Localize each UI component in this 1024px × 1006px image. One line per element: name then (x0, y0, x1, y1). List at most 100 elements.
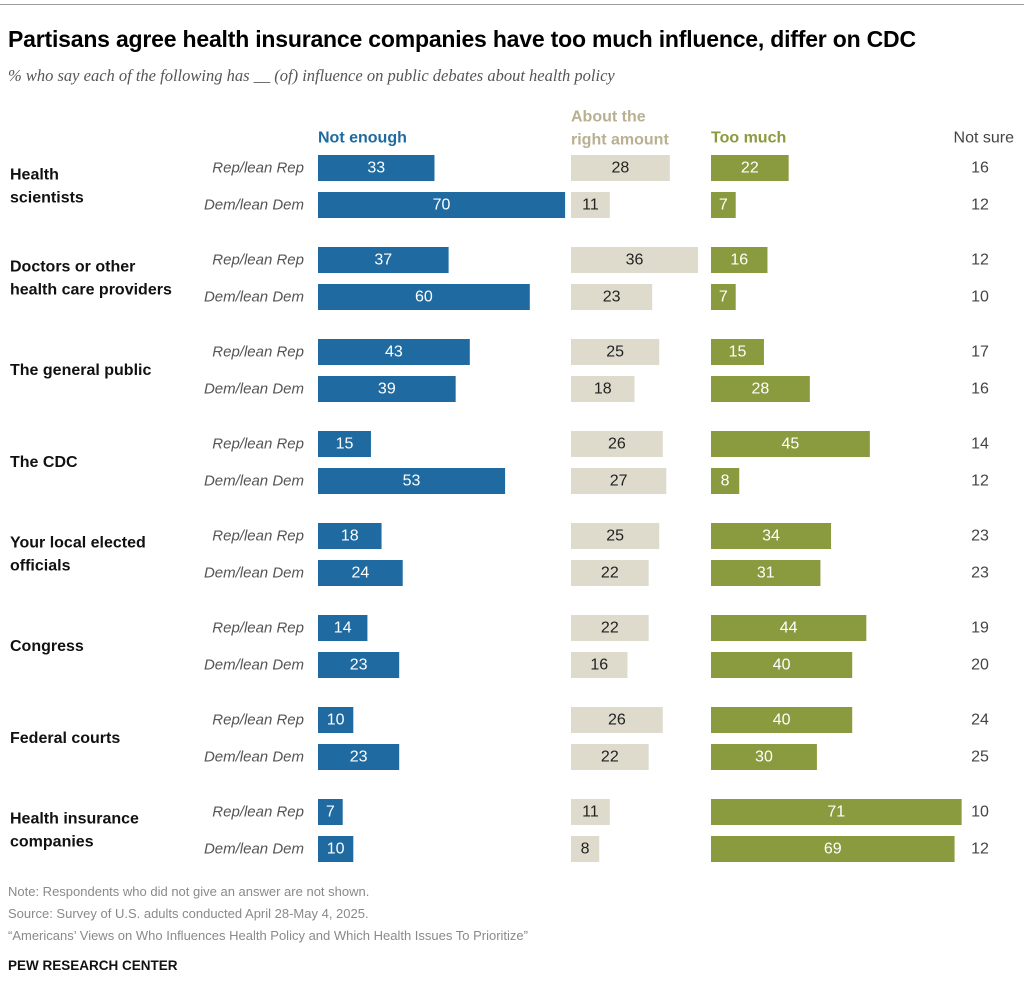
group-label: Dem/lean Dem (204, 381, 304, 398)
category-label: The CDC (10, 454, 78, 471)
not-sure-value: 12 (971, 252, 989, 269)
bar-not-enough (318, 707, 354, 733)
bar-not-enough (318, 615, 368, 641)
not-sure-value: 12 (971, 197, 989, 214)
bar-not-enough (318, 560, 403, 586)
bar-right-amount (571, 468, 667, 494)
not-sure-value: 12 (971, 473, 989, 490)
not-sure-value: 16 (971, 160, 989, 177)
bar-not-enough (318, 836, 354, 862)
group-label: Dem/lean Dem (204, 197, 304, 214)
value-label: 11 (582, 197, 599, 214)
not-sure-value: 23 (971, 565, 989, 582)
value-label: 39 (378, 381, 396, 398)
bar-not-enough (318, 376, 456, 402)
category-label: Congress (10, 638, 84, 655)
bar-too-much (711, 836, 955, 862)
group-label: Dem/lean Dem (204, 657, 304, 674)
bar-too-much (711, 339, 764, 365)
bar-not-enough (318, 799, 343, 825)
value-label: 31 (757, 565, 775, 582)
bar-too-much (711, 192, 736, 218)
value-label: 25 (606, 528, 624, 545)
bar-too-much (711, 155, 789, 181)
value-label: 26 (608, 436, 626, 453)
category-label: companies (10, 834, 94, 851)
bar-too-much (711, 615, 867, 641)
top-rule (0, 4, 1024, 5)
category-label: officials (10, 558, 71, 575)
value-label: 10 (327, 712, 345, 729)
not-sure-value: 10 (971, 289, 989, 306)
value-label: 33 (367, 160, 385, 177)
value-label: 22 (601, 749, 619, 766)
bar-right-amount (571, 744, 649, 770)
not-sure-value: 16 (971, 381, 989, 398)
value-label: 16 (590, 657, 608, 674)
group-label: Dem/lean Dem (204, 289, 304, 306)
value-label: 24 (351, 565, 369, 582)
value-label: 30 (755, 749, 773, 766)
group-label: Dem/lean Dem (204, 473, 304, 490)
bar-too-much (711, 468, 740, 494)
bar-too-much (711, 707, 853, 733)
group-label: Rep/lean Rep (212, 252, 304, 269)
value-label: 15 (729, 344, 747, 361)
note-text: Note: Respondents who did not give an an… (8, 884, 370, 899)
category-label: Doctors or other (10, 259, 135, 276)
group-label: Rep/lean Rep (212, 528, 304, 545)
group-label: Rep/lean Rep (212, 804, 304, 821)
group-label: Dem/lean Dem (204, 565, 304, 582)
value-label: 34 (762, 528, 780, 545)
group-label: Dem/lean Dem (204, 841, 304, 858)
bar-not-enough (318, 284, 530, 310)
bar-right-amount (571, 431, 663, 457)
value-label: 27 (610, 473, 628, 490)
bar-too-much (711, 431, 870, 457)
bar-right-amount (571, 707, 663, 733)
value-label: 23 (350, 657, 368, 674)
chart-canvas: Not enough About the right amount Too much N… (10, 109, 1014, 862)
bar-not-enough (318, 339, 470, 365)
value-label: 8 (721, 473, 730, 490)
header-right-amount-line2: right amount (571, 132, 669, 149)
value-label: 70 (433, 197, 451, 214)
group-label: Rep/lean Rep (212, 712, 304, 729)
not-sure-value: 17 (971, 344, 989, 361)
bar-right-amount (571, 799, 610, 825)
bar-right-amount (571, 652, 628, 678)
bar-too-much (711, 376, 810, 402)
header-not-enough: Not enough (318, 130, 407, 147)
bar-not-enough (318, 192, 566, 218)
not-sure-value: 19 (971, 620, 989, 637)
value-label: 44 (780, 620, 798, 637)
value-label: 40 (773, 712, 791, 729)
category-label: scientists (10, 190, 84, 207)
bar-not-enough (318, 744, 400, 770)
bar-not-enough (318, 652, 400, 678)
value-label: 40 (773, 657, 791, 674)
chart-title: Partisans agree health insurance compani… (8, 26, 916, 52)
report-title-text: “Americans’ Views on Who Influences Heal… (8, 928, 528, 943)
category-label: Health (10, 167, 59, 184)
value-label: 18 (594, 381, 612, 398)
value-label: 14 (334, 620, 352, 637)
bar-right-amount (571, 247, 699, 273)
value-label: 28 (612, 160, 630, 177)
value-label: 23 (350, 749, 368, 766)
category-label: The general public (10, 362, 151, 379)
value-label: 22 (601, 620, 619, 637)
bar-right-amount (571, 192, 610, 218)
value-label: 15 (336, 436, 354, 453)
bar-right-amount (571, 284, 653, 310)
bar-not-enough (318, 155, 435, 181)
source-text: Source: Survey of U.S. adults conducted … (8, 906, 369, 921)
bar-not-enough (318, 431, 371, 457)
value-label: 45 (782, 436, 800, 453)
not-sure-value: 20 (971, 657, 989, 674)
bar-too-much (711, 523, 832, 549)
bar-right-amount (571, 376, 635, 402)
value-label: 71 (827, 804, 845, 821)
category-label: Your local elected (10, 535, 146, 552)
value-label: 16 (730, 252, 748, 269)
